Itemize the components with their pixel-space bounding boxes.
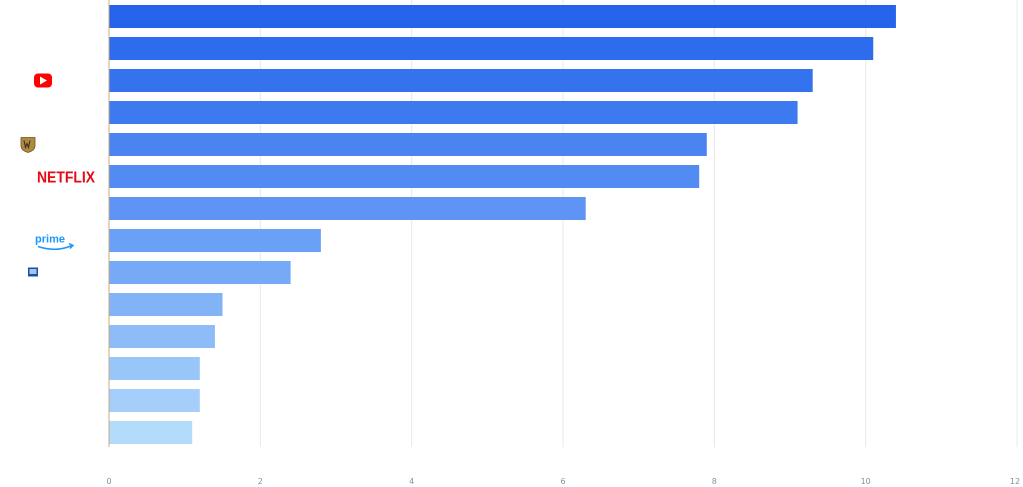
bar: [109, 101, 798, 124]
bar: [109, 357, 200, 380]
x-tick-label: 10: [861, 477, 871, 486]
bar: [109, 197, 586, 220]
x-tick-label: 12: [1010, 477, 1020, 486]
x-tick-label: 8: [712, 477, 717, 486]
grid-lines: [259, 0, 1018, 447]
x-tick-label: 0: [106, 477, 111, 486]
youtube-logo: [34, 73, 52, 88]
bar: [109, 165, 700, 188]
bar: [109, 37, 874, 60]
bar: [109, 261, 291, 284]
bar: [109, 421, 193, 444]
bar: [109, 69, 813, 92]
bar: [109, 229, 321, 252]
bar: [109, 325, 215, 348]
x-axis-ticks: 0 2 4 6 8 10 12: [106, 477, 1020, 486]
x-tick-label: 2: [258, 477, 263, 486]
prime-logo-text: prime: [35, 234, 65, 246]
warner-bros-logo: [20, 137, 36, 153]
x-tick-label: 6: [560, 477, 565, 486]
bars: [109, 5, 896, 444]
x-tick-label: 4: [409, 477, 414, 486]
bar: [109, 5, 896, 28]
bar: [109, 133, 707, 156]
netflix-logo-text: NETFLIX: [37, 170, 95, 187]
netflix-logo: NETFLIX: [37, 170, 95, 187]
tv-logo: [28, 267, 38, 277]
prime-video-logo: prime: [35, 234, 75, 251]
bar: [109, 389, 200, 412]
bar: [109, 293, 223, 316]
